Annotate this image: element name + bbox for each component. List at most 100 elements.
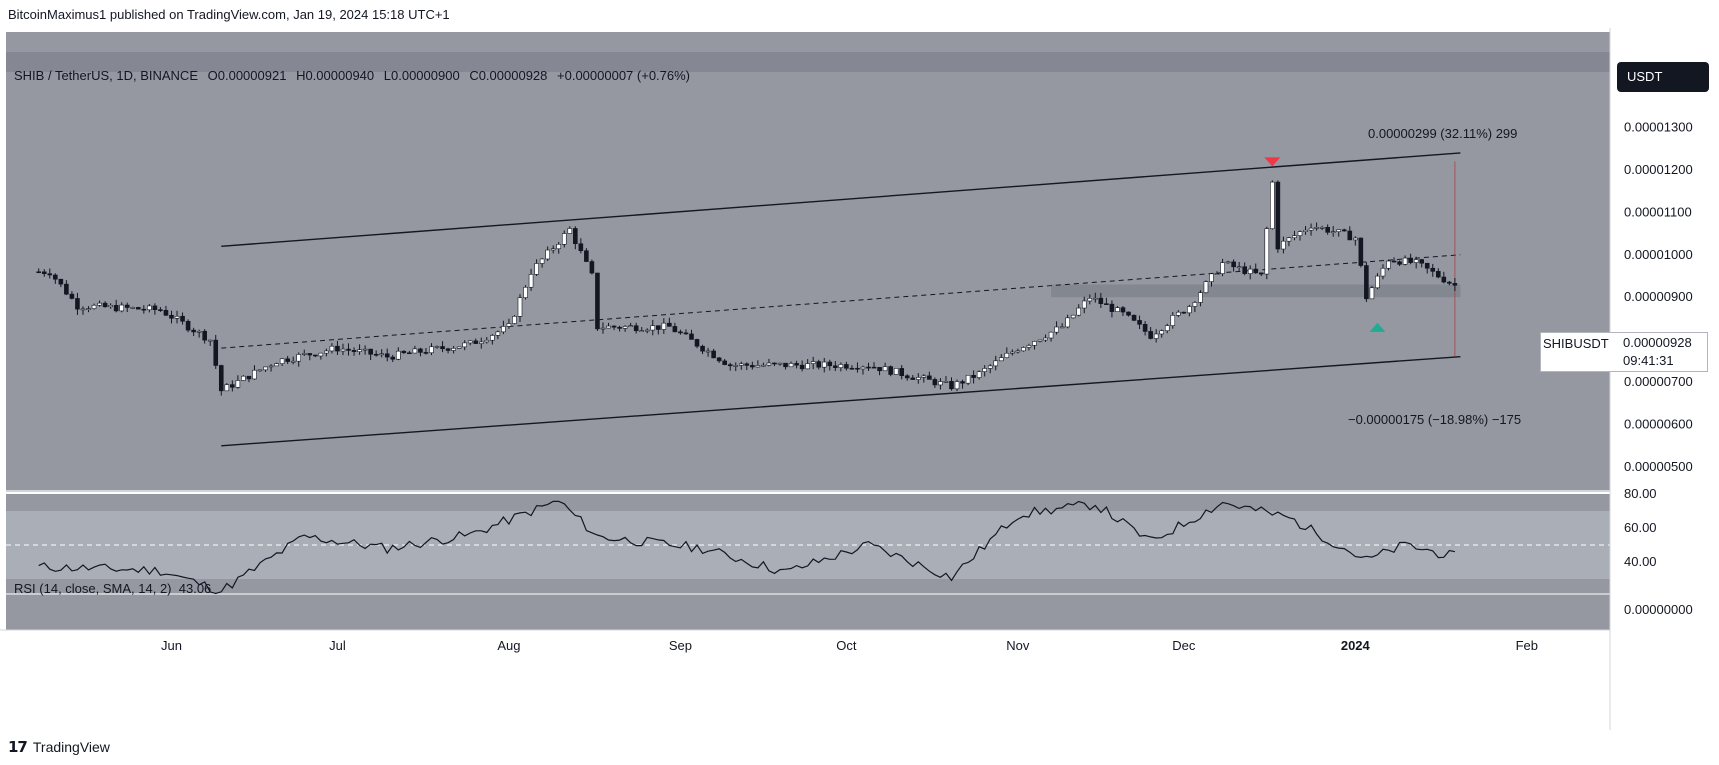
change-value: +0.00000007 (+0.76%) [557, 68, 691, 83]
annotations: 0.00000299 (32.11%) 299 −0.00000175 (−18.… [1348, 126, 1521, 427]
candle-body [1131, 314, 1137, 321]
price-tick-label: 0.00001000 [1624, 247, 1693, 262]
candle-body [600, 327, 606, 330]
candle-body [1386, 260, 1391, 269]
candle-body [888, 366, 893, 375]
open-value: 0.00000921 [217, 68, 287, 83]
candle-body [1065, 317, 1070, 328]
candle-body [80, 308, 86, 311]
candle-body [750, 365, 755, 368]
candle-body [268, 365, 274, 368]
candle-body [484, 339, 490, 343]
time-tick-label: Aug [497, 638, 520, 653]
rsi-zero-label: 0.00000000 [1624, 602, 1693, 617]
candle-body [373, 353, 379, 356]
candle-body [534, 263, 539, 275]
candle-body [1236, 266, 1242, 269]
candle-body [362, 348, 368, 351]
candle-body [113, 305, 119, 312]
tradingview-brand-text: TradingView [32, 739, 110, 755]
candle-body [683, 332, 689, 335]
candle-body [1391, 260, 1397, 263]
candle-body [777, 362, 783, 365]
markers [1264, 157, 1386, 332]
candle-body [169, 314, 174, 319]
candle-body [871, 366, 877, 369]
candle-body [1452, 283, 1458, 286]
currency-button[interactable]: USDT [1617, 62, 1709, 92]
candle-body [727, 364, 733, 367]
candle-body [185, 320, 191, 331]
chart-svg[interactable]: 0.00000299 (32.11%) 299 −0.00000175 (−18.… [0, 28, 1719, 730]
candles [36, 180, 1458, 396]
candle-body [628, 325, 633, 328]
price-tick-label: 0.00000900 [1624, 289, 1693, 304]
candle-body [584, 250, 589, 262]
candle-body [473, 340, 479, 344]
close-key: C [469, 68, 479, 83]
candle-body [495, 331, 501, 336]
candle-body [1115, 307, 1120, 312]
candle-body [75, 298, 80, 310]
candle-body [318, 352, 324, 357]
candle-body [622, 326, 628, 329]
candle-body [58, 278, 64, 285]
candle-body [899, 368, 905, 377]
candle-body [766, 362, 772, 366]
time-axis[interactable]: Jun Jul Aug Sep Oct Nov Dec 2024 Feb [161, 638, 1538, 653]
price-pane-bg [6, 32, 1610, 490]
price-tick-label: 0.00001200 [1624, 162, 1693, 177]
candle-body [351, 350, 357, 352]
candle-body [821, 361, 827, 368]
rsi-legend-value: 43.06 [178, 581, 212, 596]
candle-body [1275, 181, 1281, 250]
candle-body [213, 339, 219, 366]
candle-body [86, 308, 91, 310]
candle-body [102, 302, 108, 308]
candle-body [235, 380, 241, 388]
time-tick-label: Sep [669, 638, 692, 653]
candle-body [805, 363, 810, 370]
support-zone-rect [1051, 284, 1461, 298]
rsi-tick-label: 40.00 [1624, 554, 1657, 569]
candle-body [1126, 311, 1131, 316]
candle-body [1015, 350, 1021, 353]
candle-body [672, 326, 678, 333]
candle-body [445, 348, 451, 351]
time-axis-bg [0, 630, 1610, 730]
candle-body [915, 377, 921, 380]
candle-body [285, 358, 290, 362]
candle-body [976, 371, 982, 378]
candle-body [191, 329, 196, 333]
candle-body [47, 273, 53, 276]
candle-body [744, 363, 750, 366]
candle-body [1286, 237, 1292, 242]
candle-body [816, 361, 822, 368]
candle-body [1220, 262, 1225, 274]
candle-body [1430, 267, 1436, 272]
chart-frame[interactable]: 0.00000299 (32.11%) 299 −0.00000175 (−18.… [0, 28, 1719, 730]
candle-body [263, 366, 268, 371]
candle-body [202, 330, 207, 341]
candle-body [1336, 229, 1342, 232]
candle-body [307, 353, 313, 356]
price-label-symbol: SHIBUSDT [1543, 336, 1609, 351]
candle-body [965, 374, 971, 384]
green-up-triangle [1369, 322, 1386, 332]
candle-body [174, 315, 180, 319]
candle-body [794, 363, 799, 366]
candle-body [1258, 272, 1264, 275]
candle-body [218, 365, 224, 392]
high-key: H [296, 68, 306, 83]
candle-body [41, 271, 47, 275]
candle-body [1364, 265, 1369, 300]
candle-body [523, 286, 528, 298]
candle-body [180, 315, 185, 322]
candle-body [1375, 275, 1380, 289]
candle-body [943, 381, 949, 383]
candle-body [1076, 307, 1082, 316]
candle-body [246, 375, 252, 380]
tradingview-logo[interactable]: 17 TradingView [8, 738, 110, 756]
tradingview-logo-icon: 17 [8, 738, 28, 756]
candle-body [418, 348, 423, 353]
